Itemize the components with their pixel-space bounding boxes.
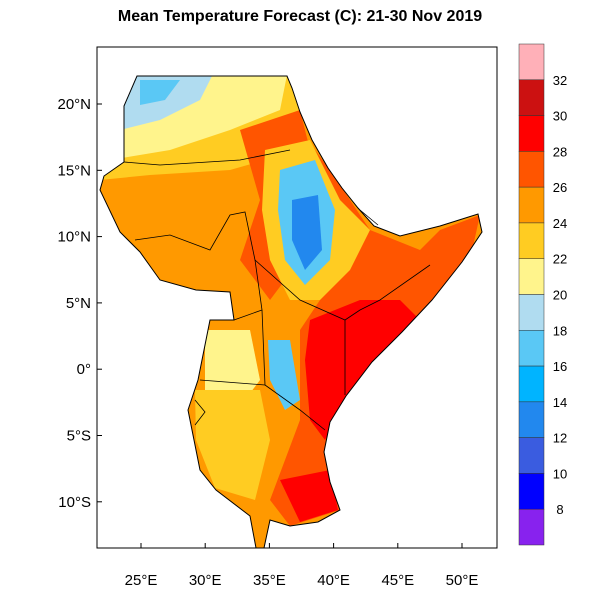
zone-16-18-kenya xyxy=(268,340,300,410)
colorbar-bin xyxy=(518,43,545,81)
longitude-axis: 25°E 30°E 35°E 40°E 45°E 50°E xyxy=(125,543,479,589)
colorbar-label: 28 xyxy=(553,144,567,159)
zone-12-14-ethiopia xyxy=(292,195,322,270)
zone-16-18 xyxy=(140,80,180,105)
colorbar-bin xyxy=(518,401,545,438)
lat-tick-label: 20°N xyxy=(57,96,91,113)
colorbar-bin xyxy=(518,365,545,403)
colorbar-label: 32 xyxy=(553,73,567,88)
colorbar-bin xyxy=(518,437,545,474)
colorbar-label: 16 xyxy=(553,359,567,374)
colorbar-bin xyxy=(518,151,545,188)
lat-tick-label: 5°S xyxy=(67,428,91,445)
lon-tick-label: 40°E xyxy=(317,572,350,589)
latitude-axis: 20°N 15°N 10°N 5°N 0° 5°S 10°S xyxy=(57,96,102,511)
lon-tick-label: 50°E xyxy=(446,572,479,589)
lon-tick-label: 30°E xyxy=(189,572,222,589)
lat-tick-label: 10°N xyxy=(57,229,91,246)
zone-28-30 xyxy=(305,300,420,440)
country-borders xyxy=(123,149,431,431)
colorbar-bin xyxy=(518,79,545,116)
colorbar-label: 12 xyxy=(553,431,567,446)
colorbar-label: 14 xyxy=(553,395,567,410)
colorbar-label: 30 xyxy=(553,109,567,124)
colorbar-label: 26 xyxy=(553,180,567,195)
colorbar-label: 20 xyxy=(553,288,567,303)
colorbar-label: 18 xyxy=(553,323,567,338)
colorbar-label: 22 xyxy=(553,252,567,267)
colorbar-bin xyxy=(518,222,545,259)
colorbar-bin xyxy=(518,258,545,295)
colorbar: 32 30 28 26 24 22 20 18 16 14 12 10 8 xyxy=(518,43,567,546)
colorbar-label: 24 xyxy=(553,216,567,231)
colorbar-label: 10 xyxy=(553,466,567,481)
lon-tick-label: 45°E xyxy=(381,572,414,589)
map-title: Mean Temperature Forecast (C): 21-30 Nov… xyxy=(117,8,483,25)
colorbar-bin xyxy=(518,508,545,546)
lat-tick-label: 5°N xyxy=(66,295,91,312)
colorbar-bin xyxy=(518,473,545,510)
zone-18-20 xyxy=(120,76,220,130)
lon-tick-label: 35°E xyxy=(253,572,286,589)
temperature-field xyxy=(100,76,482,548)
map-frame xyxy=(96,46,498,549)
colorbar-bin xyxy=(518,186,545,224)
lat-tick-label: 10°S xyxy=(58,494,91,511)
colorbar-label: 8 xyxy=(556,502,563,517)
lat-tick-label: 15°N xyxy=(57,162,91,179)
colorbar-bin xyxy=(518,330,545,367)
lat-tick-label: 0° xyxy=(77,361,91,378)
zone-28-30-south xyxy=(280,470,338,522)
colorbar-bin xyxy=(518,115,545,152)
zone-20-22-uganda xyxy=(205,330,260,400)
colorbar-bin xyxy=(518,294,545,331)
zone-22-24-tanzania xyxy=(195,390,270,500)
lon-tick-label: 25°E xyxy=(125,572,158,589)
